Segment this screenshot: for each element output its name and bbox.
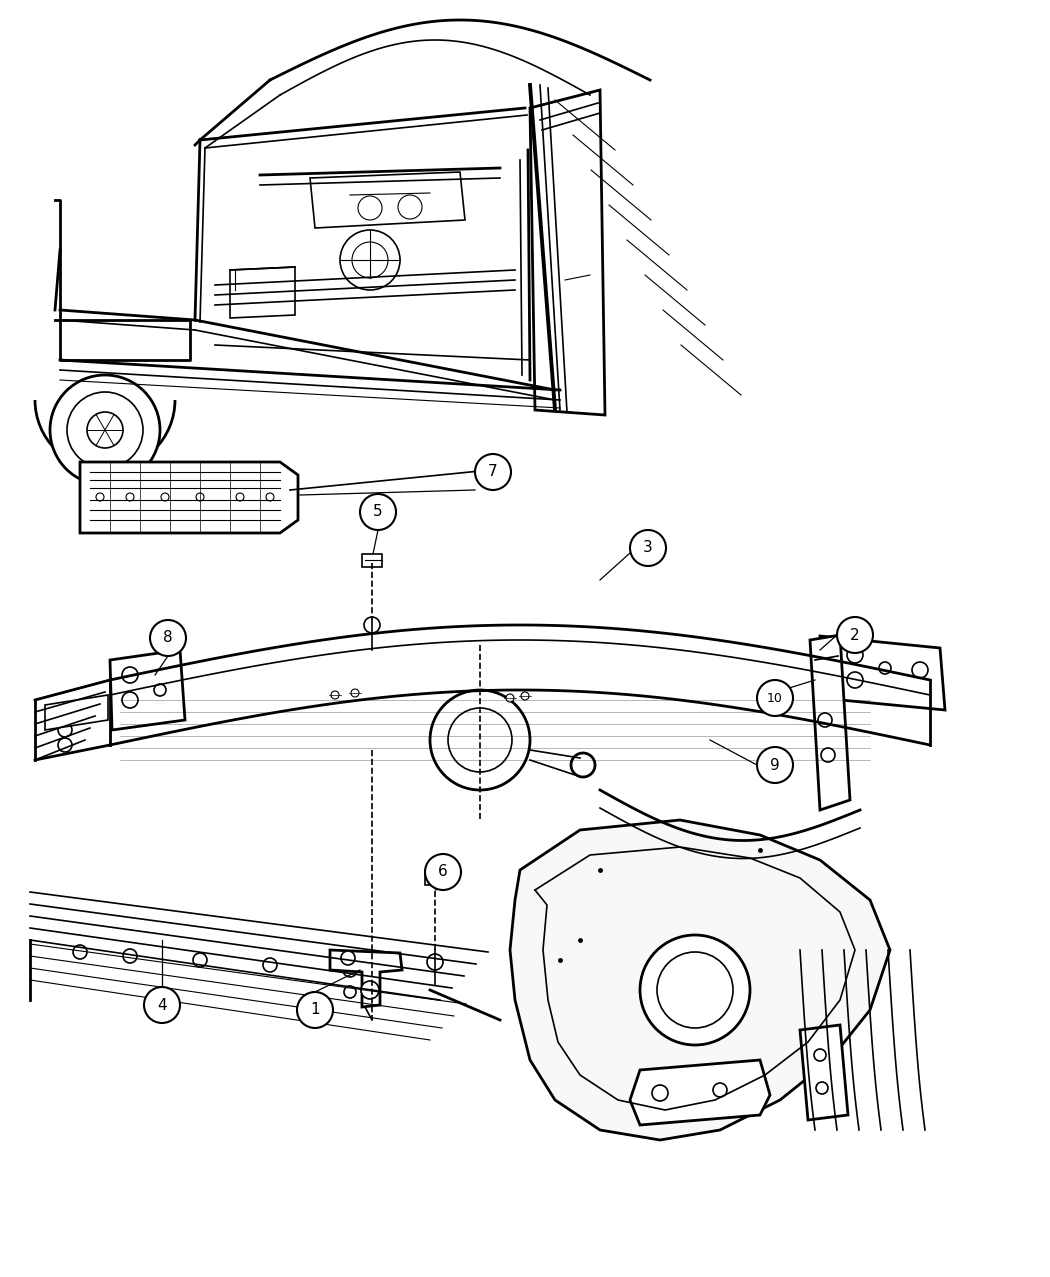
- Polygon shape: [510, 820, 890, 1140]
- Bar: [362, 554, 382, 567]
- Circle shape: [713, 1083, 727, 1097]
- Circle shape: [352, 243, 388, 278]
- Text: 10: 10: [768, 692, 783, 705]
- Circle shape: [847, 647, 863, 663]
- Circle shape: [652, 1085, 668, 1101]
- Circle shape: [521, 692, 529, 700]
- Circle shape: [757, 679, 793, 716]
- Circle shape: [262, 958, 277, 972]
- Circle shape: [448, 707, 512, 773]
- Text: 3: 3: [643, 540, 653, 555]
- Circle shape: [475, 455, 511, 490]
- Circle shape: [340, 230, 400, 290]
- Circle shape: [161, 493, 169, 501]
- Text: 4: 4: [158, 997, 167, 1013]
- Circle shape: [122, 692, 138, 707]
- Circle shape: [266, 493, 274, 501]
- Circle shape: [640, 935, 750, 1045]
- Text: 7: 7: [488, 465, 498, 479]
- Circle shape: [425, 854, 461, 890]
- Circle shape: [58, 723, 72, 737]
- Circle shape: [630, 530, 666, 566]
- Circle shape: [196, 493, 204, 501]
- Polygon shape: [45, 695, 108, 730]
- Polygon shape: [820, 636, 945, 710]
- Circle shape: [344, 986, 356, 999]
- Circle shape: [331, 691, 339, 699]
- Circle shape: [122, 667, 138, 683]
- Circle shape: [123, 949, 136, 963]
- Circle shape: [821, 748, 835, 762]
- Text: 2: 2: [850, 627, 860, 642]
- Circle shape: [297, 992, 333, 1028]
- Circle shape: [343, 963, 357, 977]
- Circle shape: [154, 684, 166, 696]
- Circle shape: [816, 1082, 828, 1094]
- Polygon shape: [230, 267, 295, 318]
- Circle shape: [430, 690, 530, 790]
- Circle shape: [50, 375, 160, 485]
- Polygon shape: [800, 1025, 848, 1120]
- Polygon shape: [80, 462, 298, 533]
- Circle shape: [814, 1048, 826, 1061]
- Polygon shape: [310, 172, 465, 229]
- Circle shape: [96, 493, 104, 501]
- Text: 9: 9: [770, 757, 780, 773]
- Circle shape: [144, 987, 180, 1023]
- Circle shape: [126, 493, 134, 501]
- Circle shape: [361, 981, 379, 999]
- Polygon shape: [330, 950, 402, 1008]
- Circle shape: [427, 954, 443, 971]
- Circle shape: [358, 195, 382, 220]
- Circle shape: [341, 951, 355, 965]
- Circle shape: [818, 713, 832, 727]
- Circle shape: [879, 661, 891, 674]
- Circle shape: [351, 690, 359, 697]
- Circle shape: [193, 953, 207, 967]
- Polygon shape: [530, 89, 605, 415]
- Circle shape: [364, 617, 380, 633]
- Circle shape: [87, 412, 123, 448]
- Circle shape: [150, 621, 186, 656]
- Text: 5: 5: [373, 504, 383, 520]
- Text: 6: 6: [438, 865, 448, 880]
- Polygon shape: [110, 650, 185, 730]
- Polygon shape: [810, 635, 851, 810]
- Circle shape: [398, 195, 422, 218]
- Circle shape: [837, 617, 873, 653]
- Circle shape: [74, 945, 87, 959]
- Polygon shape: [630, 1060, 770, 1125]
- Circle shape: [757, 747, 793, 783]
- Circle shape: [58, 738, 72, 752]
- Bar: [425, 872, 445, 885]
- Text: 1: 1: [310, 1002, 320, 1018]
- Circle shape: [67, 392, 143, 467]
- Circle shape: [236, 493, 244, 501]
- Text: 8: 8: [163, 631, 173, 645]
- Circle shape: [912, 661, 928, 678]
- Circle shape: [847, 672, 863, 688]
- Circle shape: [506, 693, 514, 702]
- Circle shape: [58, 707, 72, 722]
- Circle shape: [360, 494, 396, 530]
- Circle shape: [657, 951, 733, 1028]
